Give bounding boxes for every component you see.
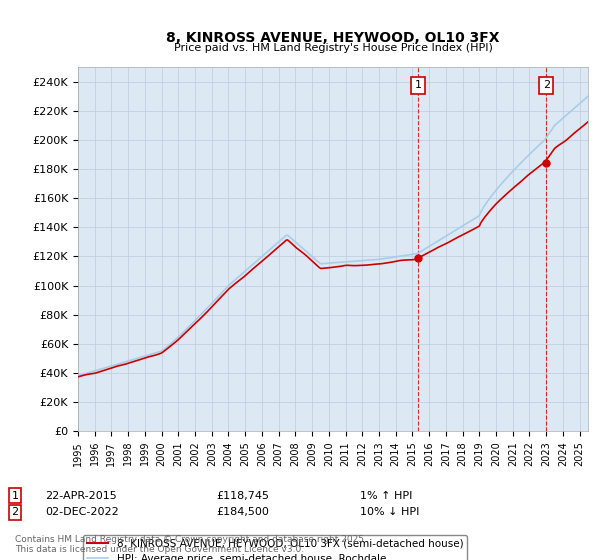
Text: 1% ↑ HPI: 1% ↑ HPI bbox=[360, 491, 412, 501]
Text: 1: 1 bbox=[11, 491, 19, 501]
Text: 02-DEC-2022: 02-DEC-2022 bbox=[45, 507, 119, 517]
Title: 8, KINROSS AVENUE, HEYWOOD, OL10 3FX: 8, KINROSS AVENUE, HEYWOOD, OL10 3FX bbox=[166, 31, 500, 45]
Text: 2: 2 bbox=[11, 507, 19, 517]
Text: £184,500: £184,500 bbox=[216, 507, 269, 517]
Text: 10% ↓ HPI: 10% ↓ HPI bbox=[360, 507, 419, 517]
Text: Price paid vs. HM Land Registry's House Price Index (HPI): Price paid vs. HM Land Registry's House … bbox=[173, 43, 493, 53]
Text: 22-APR-2015: 22-APR-2015 bbox=[45, 491, 117, 501]
Text: 1: 1 bbox=[415, 81, 421, 90]
Text: Contains HM Land Registry data © Crown copyright and database right 2025.
This d: Contains HM Land Registry data © Crown c… bbox=[15, 535, 367, 554]
Legend: 8, KINROSS AVENUE, HEYWOOD, OL10 3FX (semi-detached house), HPI: Average price, : 8, KINROSS AVENUE, HEYWOOD, OL10 3FX (se… bbox=[83, 535, 467, 560]
Text: £118,745: £118,745 bbox=[216, 491, 269, 501]
Text: 2: 2 bbox=[542, 81, 550, 90]
